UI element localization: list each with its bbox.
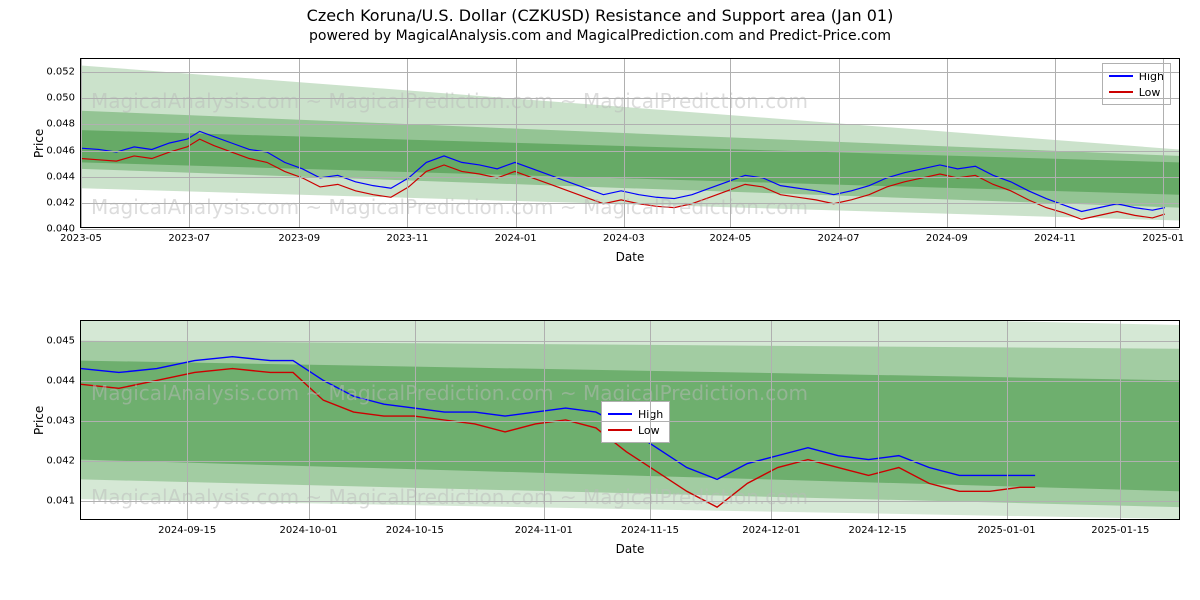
x-tick-label: 2024-05 [709, 227, 751, 244]
x-tick-label: 2024-11-15 [621, 519, 679, 536]
gridline [878, 321, 879, 519]
x-tick-label: 2024-07 [818, 227, 860, 244]
legend-label: Low [638, 424, 660, 437]
chart-bottom: MagicalAnalysis.com ~ MagicalPrediction.… [80, 320, 1180, 520]
gridline [544, 321, 545, 519]
gridline [650, 321, 651, 519]
x-tick-label: 2024-12-15 [848, 519, 906, 536]
x-tick-label: 2025-01-15 [1091, 519, 1149, 536]
x-tick-label: 2024-12-01 [742, 519, 800, 536]
gridline [771, 321, 772, 519]
x-tick-label: 2025-01-01 [977, 519, 1035, 536]
gridline [730, 59, 731, 227]
gridline [81, 501, 1179, 502]
x-tick-label: 2024-11 [1034, 227, 1076, 244]
gridline [415, 321, 416, 519]
legend-swatch [1109, 75, 1133, 77]
gridline [81, 98, 1179, 99]
gridline [187, 321, 188, 519]
legend-swatch [608, 429, 632, 431]
x-tick-label: 2023-09 [278, 227, 320, 244]
plot-area-top: MagicalAnalysis.com ~ MagicalPrediction.… [81, 59, 1179, 227]
legend: High Low [601, 401, 670, 443]
gridline [81, 421, 1179, 422]
chart-subtitle: powered by MagicalAnalysis.com and Magic… [0, 28, 1200, 44]
x-tick-label: 2024-10-01 [280, 519, 338, 536]
gridline [81, 59, 82, 227]
gridline [81, 72, 1179, 73]
y-tick-label: 0.042 [46, 456, 81, 467]
y-tick-label: 0.048 [46, 119, 81, 130]
gridline [81, 203, 1179, 204]
gridline [81, 341, 1179, 342]
x-tick-label: 2023-05 [60, 227, 102, 244]
gridline [81, 461, 1179, 462]
chart-top: MagicalAnalysis.com ~ MagicalPrediction.… [80, 58, 1180, 228]
x-tick-label: 2024-03 [603, 227, 645, 244]
gridline [947, 59, 948, 227]
y-tick-label: 0.043 [46, 416, 81, 427]
y-tick-label: 0.042 [46, 197, 81, 208]
x-tick-label: 2024-10-15 [386, 519, 444, 536]
gridline [407, 59, 408, 227]
gridline [299, 59, 300, 227]
x-tick-label: 2024-01 [495, 227, 537, 244]
gridline [839, 59, 840, 227]
legend-label: Low [1139, 86, 1161, 99]
x-tick-label: 2025-01 [1142, 227, 1184, 244]
x-tick-label: 2023-07 [168, 227, 210, 244]
x-tick-label: 2024-11-01 [515, 519, 573, 536]
y-tick-label: 0.044 [46, 376, 81, 387]
x-tick-label: 2024-09 [926, 227, 968, 244]
gridline [1163, 59, 1164, 227]
gridline [1007, 321, 1008, 519]
gridline [81, 177, 1179, 178]
y-tick-label: 0.046 [46, 145, 81, 156]
x-tick-label: 2023-11 [387, 227, 429, 244]
y-tick-label: 0.052 [46, 67, 81, 78]
legend-swatch [608, 413, 632, 415]
gridline [81, 151, 1179, 152]
figure: Czech Koruna/U.S. Dollar (CZKUSD) Resist… [0, 0, 1200, 600]
y-axis-label: Price [32, 129, 46, 158]
x-axis-label: Date [80, 542, 1180, 556]
x-axis-label: Date [80, 250, 1180, 264]
y-tick-label: 0.044 [46, 171, 81, 182]
gridline [1120, 321, 1121, 519]
gridline [1055, 59, 1056, 227]
gridline [624, 59, 625, 227]
gridline [81, 124, 1179, 125]
y-axis-label: Price [32, 406, 46, 435]
x-tick-label: 2024-09-15 [158, 519, 216, 536]
y-tick-label: 0.045 [46, 336, 81, 347]
gridline [81, 381, 1179, 382]
gridline [189, 59, 190, 227]
gridline [516, 59, 517, 227]
legend-item: High [1109, 68, 1164, 84]
legend-swatch [1109, 91, 1133, 93]
legend-item: Low [608, 422, 663, 438]
legend-item: High [608, 406, 663, 422]
chart-title: Czech Koruna/U.S. Dollar (CZKUSD) Resist… [0, 6, 1200, 25]
y-tick-label: 0.041 [46, 496, 81, 507]
gridline [309, 321, 310, 519]
y-tick-label: 0.050 [46, 93, 81, 104]
